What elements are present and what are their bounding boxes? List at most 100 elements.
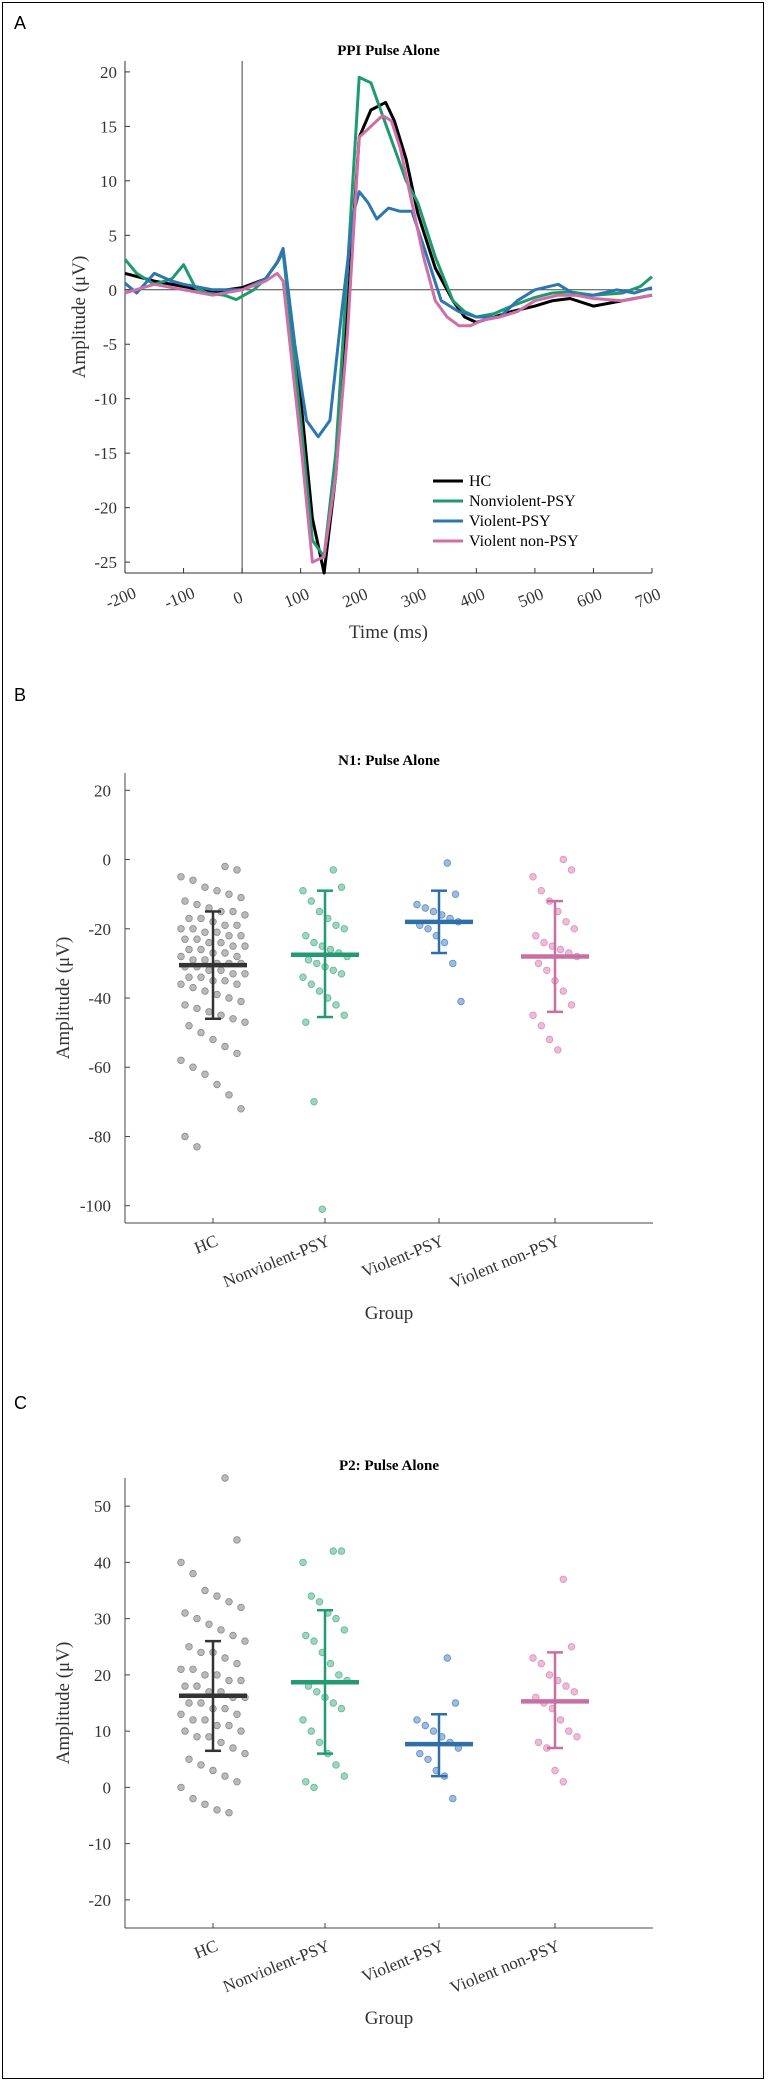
data-point xyxy=(449,959,457,968)
data-point xyxy=(237,1727,245,1735)
data-point xyxy=(565,1727,573,1735)
data-point xyxy=(559,1778,567,1786)
data-point xyxy=(225,931,233,940)
data-point xyxy=(567,866,576,874)
data-point xyxy=(205,966,213,974)
data-point xyxy=(229,970,237,978)
data-point xyxy=(543,966,551,974)
data-point xyxy=(213,1671,221,1679)
data-point xyxy=(299,886,307,895)
data-point xyxy=(241,1749,249,1758)
data-point xyxy=(193,1004,201,1013)
n1-scatter-chart: N1: Pulse Alone 20 0 -20 -40 -60 -80 -100 HC Nonv… xyxy=(53,753,653,1324)
data-point xyxy=(310,938,318,947)
y-tick-label: 20 xyxy=(100,63,117,82)
y-axis-label: Amplitude (μV) xyxy=(69,256,90,379)
data-point xyxy=(189,1716,197,1724)
y-tick-label: 40 xyxy=(94,1553,111,1572)
data-point xyxy=(241,911,249,919)
data-point xyxy=(310,1098,318,1106)
data-point xyxy=(562,1682,570,1690)
data-point xyxy=(313,959,321,968)
data-point xyxy=(221,862,229,871)
data-point xyxy=(229,1744,237,1752)
data-point xyxy=(449,1794,457,1803)
data-point xyxy=(237,997,245,1006)
category-label: Violent-PSY xyxy=(359,1936,447,1986)
data-point xyxy=(332,1761,340,1769)
data-point xyxy=(302,1018,310,1026)
y-tick-label: 20 xyxy=(94,1666,111,1685)
data-point xyxy=(337,1547,346,1555)
y-tick-label: 0 xyxy=(109,281,118,300)
data-point xyxy=(424,925,432,933)
data-point xyxy=(193,935,201,943)
y-tick-label: -10 xyxy=(94,390,117,409)
data-point xyxy=(299,1558,307,1567)
data-point xyxy=(556,945,565,954)
data-point xyxy=(329,1547,337,1555)
data-point xyxy=(193,1143,201,1151)
y-tick-label: 15 xyxy=(100,117,117,136)
data-point xyxy=(307,897,315,905)
data-point xyxy=(233,1049,241,1058)
x-axis-label: Group xyxy=(365,1303,414,1324)
legend-label-0: HC xyxy=(469,473,491,490)
data-point xyxy=(545,1035,554,1044)
data-point xyxy=(233,1710,241,1718)
data-point xyxy=(177,1665,185,1673)
data-point xyxy=(429,907,438,916)
data-point xyxy=(201,987,209,995)
data-point xyxy=(413,900,421,909)
y-tick-label: -60 xyxy=(88,1058,111,1077)
data-point xyxy=(237,931,245,940)
data-point xyxy=(307,980,315,988)
data-point xyxy=(329,1699,337,1707)
data-point xyxy=(241,1637,249,1645)
y-tick-label: 30 xyxy=(94,1610,111,1629)
data-point xyxy=(221,1474,229,1482)
data-point xyxy=(534,1738,543,1747)
data-point xyxy=(209,1035,217,1044)
data-point xyxy=(189,1063,197,1071)
data-point xyxy=(225,890,233,898)
data-point xyxy=(177,980,185,988)
data-point xyxy=(299,1716,307,1724)
series-line-1 xyxy=(123,75,653,559)
data-point xyxy=(229,942,237,950)
x-tick-label: 300 xyxy=(398,584,429,611)
data-point xyxy=(217,1738,225,1747)
data-point xyxy=(213,990,221,999)
data-point xyxy=(201,1070,209,1078)
data-point xyxy=(221,1704,229,1713)
data-point xyxy=(326,1659,335,1668)
data-point xyxy=(221,1772,229,1780)
data-point xyxy=(443,859,451,867)
data-point xyxy=(185,1755,193,1763)
data-point xyxy=(559,855,567,864)
y-tick-label: -25 xyxy=(94,553,117,572)
data-point xyxy=(181,897,189,905)
data-point xyxy=(424,1755,432,1763)
data-point xyxy=(335,1671,343,1679)
data-point xyxy=(556,1716,565,1724)
data-point xyxy=(573,1733,581,1741)
data-point xyxy=(302,1631,310,1640)
data-point xyxy=(189,1794,197,1803)
data-point xyxy=(241,970,249,978)
data-point xyxy=(193,1682,201,1690)
data-point xyxy=(213,1806,221,1814)
erp-line-chart: PPI Pulse Alone 20 15 10 5 0 -5 -10 -15 -20 -25 -20… xyxy=(69,43,663,643)
x-tick-label: 200 xyxy=(340,584,371,611)
data-point xyxy=(551,1766,559,1775)
data-point xyxy=(185,973,193,981)
data-point xyxy=(299,973,307,981)
category-label: Violent-PSY xyxy=(359,1231,447,1281)
y-tick-label: 20 xyxy=(94,781,111,800)
data-point xyxy=(332,1001,340,1009)
data-point xyxy=(177,873,185,881)
data-point xyxy=(233,1659,241,1668)
data-point xyxy=(440,938,449,947)
data-point xyxy=(177,1710,185,1718)
data-point xyxy=(443,1654,451,1662)
